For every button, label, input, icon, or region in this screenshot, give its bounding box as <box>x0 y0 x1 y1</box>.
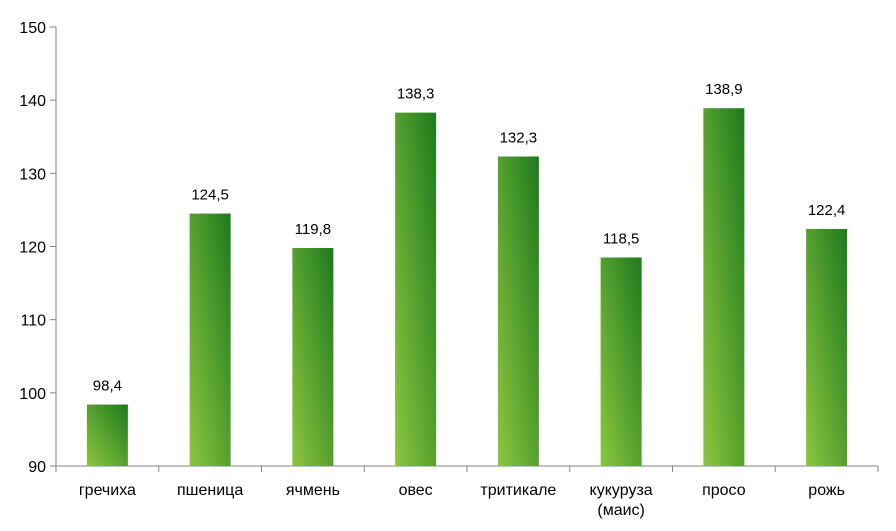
y-tick-label: 120 <box>19 240 46 257</box>
bar <box>600 257 642 466</box>
data-label: 132,3 <box>500 130 538 147</box>
y-tick-label: 110 <box>20 313 46 330</box>
x-axis <box>55 465 879 472</box>
bar <box>806 228 848 466</box>
y-axis: 90 100 110 120 130 140 150 <box>19 20 57 476</box>
data-label: 124,5 <box>191 187 229 204</box>
y-tick-label: 90 <box>28 459 46 476</box>
x-tick-labels: гречиха пшеница ячмень овес тритикале кукуруз… <box>79 482 845 519</box>
data-label: 98,4 <box>93 378 122 395</box>
data-label: 138,9 <box>705 81 743 98</box>
bar <box>292 247 334 466</box>
bars <box>86 108 848 466</box>
x-tick-label: ячмень <box>286 482 340 499</box>
y-tick-label: 100 <box>19 386 46 403</box>
x-tick-label: кукуруза <box>590 482 653 499</box>
y-tick-label: 140 <box>19 93 46 110</box>
bar <box>86 404 128 466</box>
x-tick-label: овес <box>399 482 433 499</box>
data-label: 119,8 <box>295 221 331 238</box>
bar <box>497 156 539 466</box>
x-tick-label: пшеница <box>177 482 243 499</box>
data-label: 138,3 <box>397 86 435 103</box>
bar <box>703 108 745 466</box>
y-tick-label: 150 <box>19 20 46 37</box>
x-tick-label: гречиха <box>79 482 136 499</box>
x-tick-label: тритикале <box>480 482 556 499</box>
data-label: 122,4 <box>808 202 846 219</box>
data-label: 118,5 <box>603 230 639 247</box>
data-labels: 98,4 124,5 119,8 138,3 132,3 118,5 138,9 122,4 <box>93 81 846 394</box>
x-tick-label: (маис) <box>597 502 645 519</box>
bar <box>189 213 231 466</box>
x-tick-label: рожь <box>808 482 845 499</box>
bar <box>395 112 437 466</box>
y-tick-label: 130 <box>19 166 46 183</box>
x-tick-label: просо <box>702 482 746 499</box>
